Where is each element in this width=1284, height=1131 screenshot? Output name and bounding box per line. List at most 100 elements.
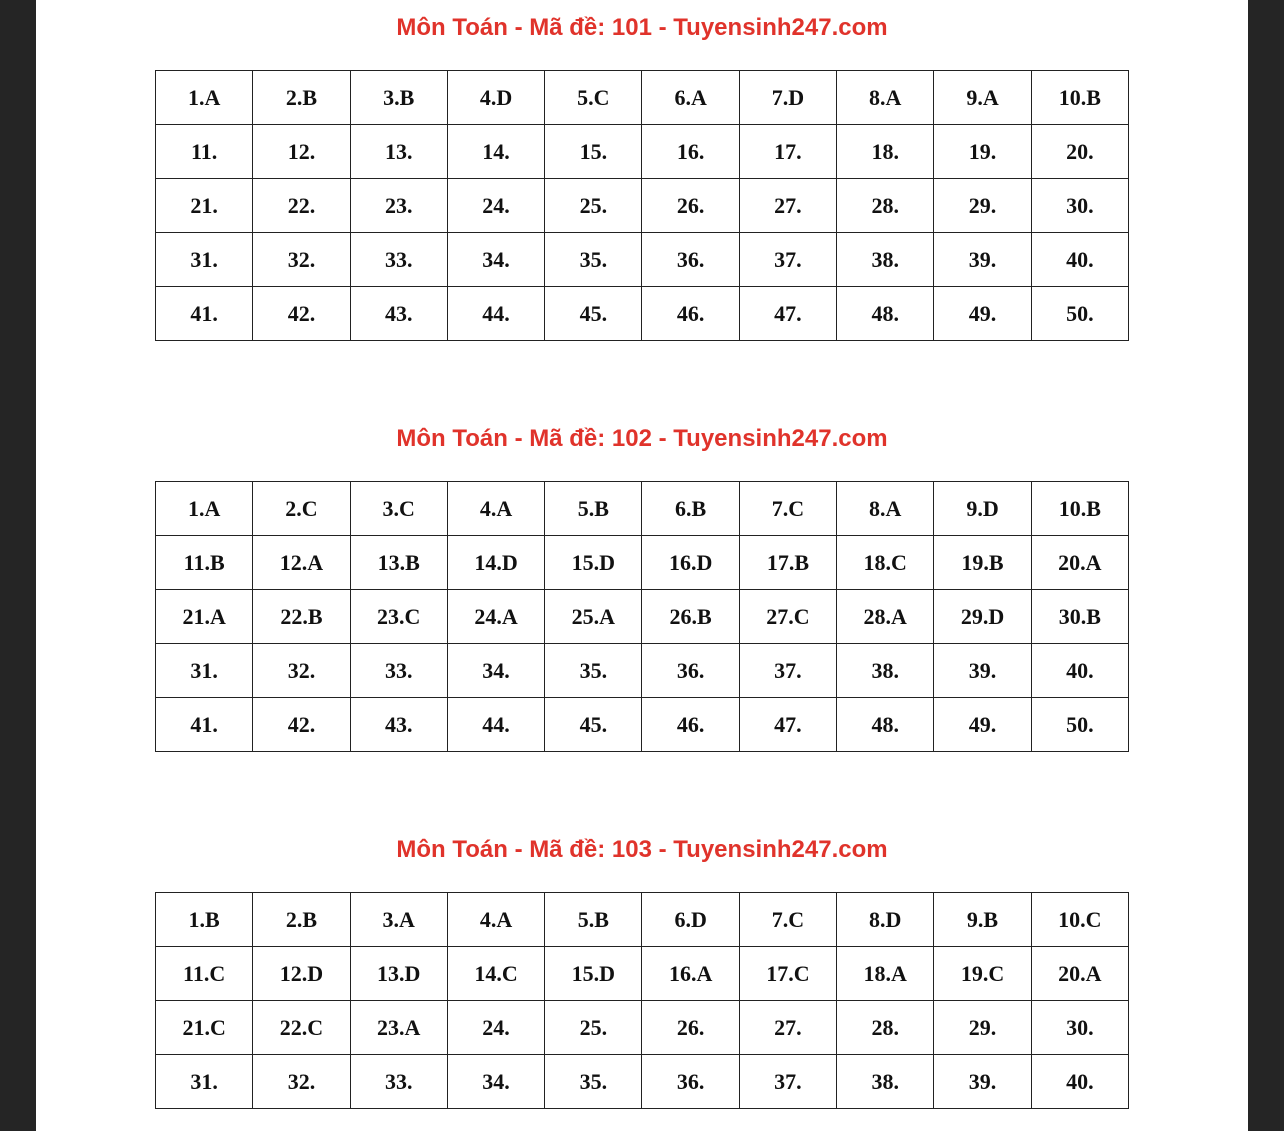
- answer-cell: 20.A: [1030, 946, 1130, 1001]
- answer-cell: 21.: [154, 178, 254, 233]
- answer-cell: 30.: [1030, 178, 1130, 233]
- answer-cell: 17.: [738, 124, 838, 179]
- answer-cell: 32.: [252, 1054, 351, 1109]
- answer-cell: 47.: [738, 286, 838, 341]
- table-row: 1.A 2.C 3.C 4.A 5.B 6.B 7.C 8.A 9.D 10.B: [154, 481, 1130, 536]
- answer-cell: 48.: [836, 286, 935, 341]
- answer-cell: 22.C: [252, 1000, 351, 1055]
- table-row: 31. 32. 33. 34. 35. 36. 37. 38. 39. 40.: [154, 1054, 1130, 1109]
- answer-cell: 2.B: [252, 70, 351, 125]
- answer-cell: 11.B: [154, 535, 254, 590]
- table-row: 11. 12. 13. 14. 15. 16. 17. 18. 19. 20.: [154, 124, 1130, 179]
- answer-cell: 14.D: [446, 535, 546, 590]
- answer-cell: 27.C: [738, 589, 838, 644]
- answer-cell: 25.: [544, 178, 643, 233]
- answer-cell: 37.: [738, 232, 838, 287]
- answer-cell: 14.: [446, 124, 546, 179]
- answer-cell: 23.C: [349, 589, 448, 644]
- answer-cell: 13.B: [349, 535, 448, 590]
- answer-cell: 43.: [349, 286, 448, 341]
- answer-cell: 49.: [933, 286, 1032, 341]
- answer-cell: 3.C: [349, 481, 448, 536]
- answer-cell: 35.: [544, 232, 643, 287]
- answer-cell: 10.B: [1030, 481, 1130, 536]
- table-row: 21. 22. 23. 24. 25. 26. 27. 28. 29. 30.: [154, 178, 1130, 233]
- table-row: 21.C 22.C 23.A 24. 25. 26. 27. 28. 29. 30.: [154, 1000, 1130, 1055]
- answer-cell: 11.C: [154, 946, 254, 1001]
- answer-cell: 33.: [349, 232, 448, 287]
- answer-cell: 17.C: [738, 946, 838, 1001]
- answer-cell: 29.: [933, 1000, 1032, 1055]
- answer-cell: 37.: [738, 643, 838, 698]
- answer-cell: 22.B: [252, 589, 351, 644]
- answer-cell: 40.: [1030, 643, 1130, 698]
- answer-cell: 2.C: [252, 481, 351, 536]
- answer-cell: 44.: [446, 697, 546, 752]
- answer-cell: 20.A: [1030, 535, 1130, 590]
- answer-cell: 12.A: [252, 535, 351, 590]
- answer-cell: 22.: [252, 178, 351, 233]
- answer-cell: 36.: [641, 643, 740, 698]
- answer-cell: 34.: [446, 643, 546, 698]
- answer-cell: 24.: [446, 1000, 546, 1055]
- answer-cell: 19.: [933, 124, 1032, 179]
- answer-cell: 36.: [641, 232, 740, 287]
- answer-table: 1.A 2.B 3.B 4.D 5.C 6.A 7.D 8.A 9.A 10.B 11. 12. 13.…: [154, 70, 1130, 341]
- answer-cell: 31.: [154, 232, 254, 287]
- table-row: 21.A 22.B 23.C 24.A 25.A 26.B 27.C 28.A 29.D 30.B: [154, 589, 1130, 644]
- answer-cell: 15.D: [544, 535, 643, 590]
- answer-cell: 5.C: [544, 70, 643, 125]
- answer-cell: 7.C: [738, 481, 838, 536]
- answer-cell: 34.: [446, 1054, 546, 1109]
- answer-cell: 28.: [836, 178, 935, 233]
- answer-cell: 5.B: [544, 892, 643, 947]
- answer-cell: 46.: [641, 286, 740, 341]
- answer-cell: 24.A: [446, 589, 546, 644]
- answer-table: 1.A 2.C 3.C 4.A 5.B 6.B 7.C 8.A 9.D 10.B 11.B 12.A 1…: [154, 481, 1130, 752]
- answer-cell: 30.B: [1030, 589, 1130, 644]
- answer-cell: 14.C: [446, 946, 546, 1001]
- answer-cell: 23.A: [349, 1000, 448, 1055]
- answer-cell: 9.B: [933, 892, 1032, 947]
- answer-cell: 4.D: [446, 70, 546, 125]
- answer-cell: 49.: [933, 697, 1032, 752]
- answer-cell: 18.C: [836, 535, 935, 590]
- answer-cell: 31.: [154, 643, 254, 698]
- answer-cell: 1.B: [154, 892, 254, 947]
- answer-cell: 32.: [252, 643, 351, 698]
- answer-cell: 33.: [349, 1054, 448, 1109]
- answer-cell: 26.B: [641, 589, 740, 644]
- answer-cell: 41.: [154, 286, 254, 341]
- answer-cell: 42.: [252, 286, 351, 341]
- answer-cell: 6.A: [641, 70, 740, 125]
- answer-cell: 31.: [154, 1054, 254, 1109]
- answer-cell: 13.D: [349, 946, 448, 1001]
- answer-cell: 26.: [641, 178, 740, 233]
- section-title: Môn Toán - Mã đề: 102 - Tuyensinh247.com: [396, 425, 888, 452]
- answer-cell: 2.B: [252, 892, 351, 947]
- answer-cell: 6.B: [641, 481, 740, 536]
- answer-cell: 29.D: [933, 589, 1032, 644]
- answer-cell: 40.: [1030, 1054, 1130, 1109]
- answer-cell: 9.D: [933, 481, 1032, 536]
- answer-cell: 18.: [836, 124, 935, 179]
- answer-cell: 45.: [544, 286, 643, 341]
- answer-cell: 12.D: [252, 946, 351, 1001]
- table-row: 11.C 12.D 13.D 14.C 15.D 16.A 17.C 18.A 19.C 20.A: [154, 946, 1130, 1001]
- answer-cell: 7.C: [738, 892, 838, 947]
- answer-cell: 13.: [349, 124, 448, 179]
- answer-cell: 5.B: [544, 481, 643, 536]
- answer-cell: 23.: [349, 178, 448, 233]
- answer-cell: 1.A: [154, 70, 254, 125]
- answer-cell: 16.: [641, 124, 740, 179]
- answer-cell: 45.: [544, 697, 643, 752]
- table-row: 1.A 2.B 3.B 4.D 5.C 6.A 7.D 8.A 9.A 10.B: [154, 70, 1130, 125]
- answer-cell: 34.: [446, 232, 546, 287]
- answer-cell: 42.: [252, 697, 351, 752]
- answer-cell: 39.: [933, 232, 1032, 287]
- answer-cell: 10.C: [1030, 892, 1130, 947]
- answer-cell: 19.B: [933, 535, 1032, 590]
- table-row: 41. 42. 43. 44. 45. 46. 47. 48. 49. 50.: [154, 286, 1130, 341]
- answer-cell: 50.: [1030, 286, 1130, 341]
- answer-cell: 40.: [1030, 232, 1130, 287]
